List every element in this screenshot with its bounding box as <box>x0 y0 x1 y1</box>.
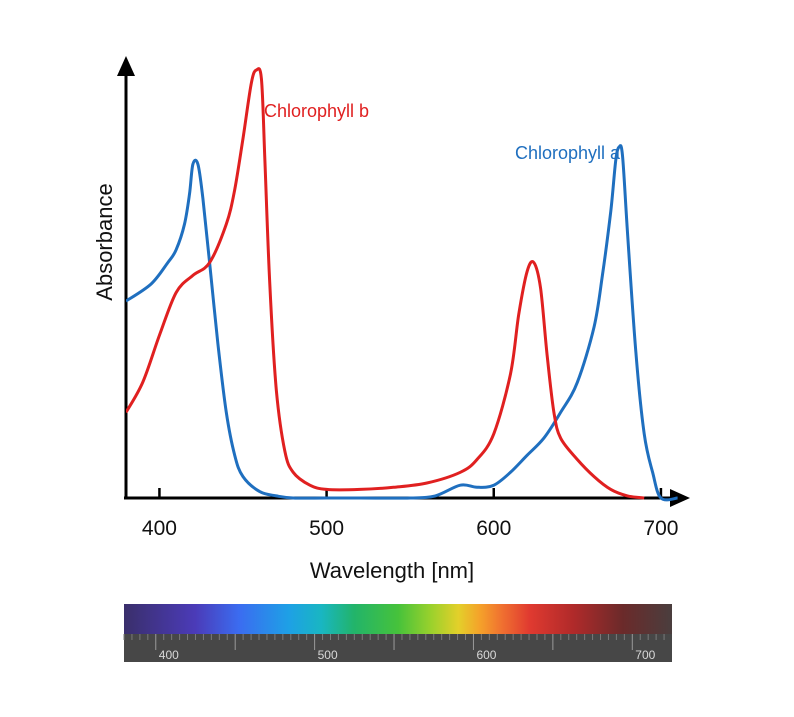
series-label-chlorophyll-a: Chlorophyll a <box>515 143 621 163</box>
spectrum-minor-ticks <box>123 634 665 650</box>
spectrum-gradient <box>124 604 672 634</box>
spectrum-label-600: 600 <box>476 648 496 662</box>
x-tick-label-400: 400 <box>142 517 177 540</box>
x-tick-label-700: 700 <box>643 517 678 540</box>
spectrum-label-400: 400 <box>159 648 179 662</box>
y-axis-title: Absorbance <box>92 183 117 300</box>
spectrum-label-500: 500 <box>318 648 338 662</box>
x-axis-title: Wavelength [nm] <box>310 558 474 583</box>
x-tick-label-500: 500 <box>309 517 344 540</box>
series-line-chlorophyll-b <box>126 67 645 500</box>
spectrum-scale-strip <box>124 634 672 662</box>
x-ticks: 400 500 600 700 <box>142 488 678 540</box>
spectrum-label-700: 700 <box>635 648 655 662</box>
x-axis-arrow <box>670 489 690 507</box>
spectrum-bar: 400 500 600 700 <box>123 604 672 662</box>
series-curves <box>126 67 678 502</box>
spectrum-labels: 400 500 600 700 <box>159 648 656 662</box>
x-tick-label-600: 600 <box>476 517 511 540</box>
y-axis-arrow <box>117 56 135 76</box>
series-line-chlorophyll-a <box>126 144 678 502</box>
series-label-chlorophyll-b: Chlorophyll b <box>264 101 369 121</box>
axes <box>117 56 690 507</box>
